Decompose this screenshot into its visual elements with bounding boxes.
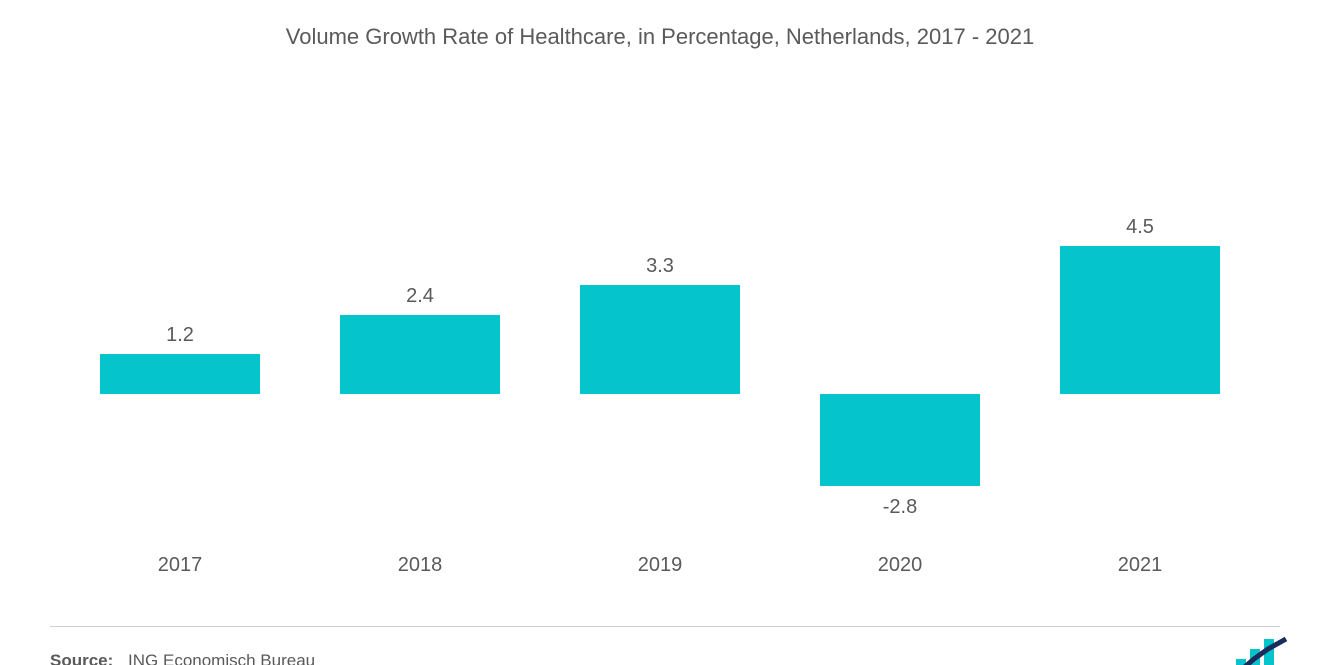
bar (100, 354, 260, 394)
source-prefix: Source: (50, 651, 113, 665)
value-label: 1.2 (100, 324, 260, 347)
chart-title: Volume Growth Rate of Healthcare, in Per… (0, 24, 1320, 50)
category-label: 2020 (820, 554, 980, 577)
category-label: 2021 (1060, 554, 1220, 577)
value-label: 2.4 (340, 285, 500, 308)
bar-group: 2.4 (340, 144, 500, 484)
bar (820, 394, 980, 486)
bar-group: 3.3 (580, 144, 740, 484)
source-text: ING Economisch Bureau (128, 651, 315, 665)
chart-area: 1.22.43.3-2.84.5 20172018201920202021 (60, 144, 1260, 544)
category-label: 2017 (100, 554, 260, 577)
plot-region: 1.2 2.4 3.3 -2.8 4.5 (60, 144, 1260, 484)
category-label: 2019 (580, 554, 740, 577)
value-label: -2.8 (820, 496, 980, 519)
bar-group: 1.2 (100, 144, 260, 484)
bar (1060, 246, 1220, 395)
brand-logo (1234, 637, 1290, 665)
value-label: 4.5 (1060, 216, 1220, 239)
footer-divider (50, 626, 1280, 627)
bar-group: -2.8 (820, 144, 980, 484)
category-label: 2018 (340, 554, 500, 577)
source-line: Source: ING Economisch Bureau (50, 651, 315, 665)
bar-group: 4.5 (1060, 144, 1220, 484)
value-label: 3.3 (580, 255, 740, 278)
bar (340, 315, 500, 394)
bar (580, 285, 740, 394)
